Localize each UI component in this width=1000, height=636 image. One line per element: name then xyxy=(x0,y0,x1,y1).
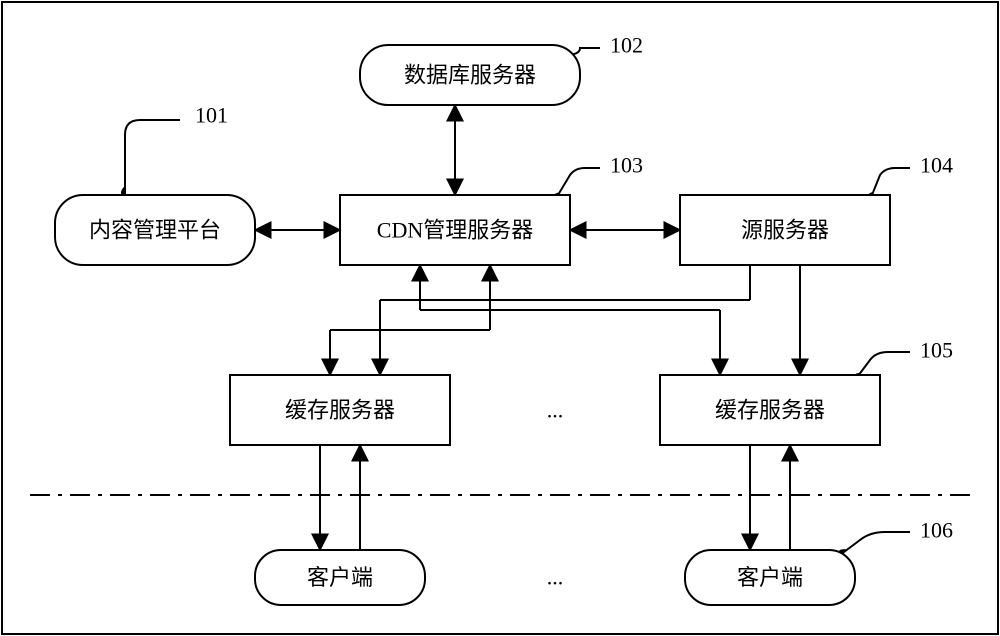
ref-r104: 104 xyxy=(920,153,953,178)
node-label-n106b: 客户端 xyxy=(737,565,803,590)
node-n101: 内容管理平台 xyxy=(55,195,255,265)
node-label-n106a: 客户端 xyxy=(307,565,373,590)
node-n106b: 客户端 xyxy=(685,550,855,605)
ellipsis-0: ... xyxy=(547,398,564,423)
leader-l106 xyxy=(840,532,910,555)
node-label-n103: CDN管理服务器 xyxy=(377,218,533,243)
node-label-n101: 内容管理平台 xyxy=(89,218,221,243)
nodes: 内容管理平台 数据库服务器 CDN管理服务器 源服务器缓存服务器 缓存服务器客户端 客户端 xyxy=(55,45,890,605)
ref-r106: 106 xyxy=(920,518,953,543)
ref-r101: 101 xyxy=(195,103,228,128)
node-n105a: 缓存服务器 xyxy=(230,375,450,445)
node-label-n105a: 缓存服务器 xyxy=(285,398,395,423)
node-label-n102: 数据库服务器 xyxy=(404,63,536,88)
node-n104: 源服务器 xyxy=(680,195,890,265)
ref-labels: 101 102 103 104 105 106 xyxy=(195,33,953,543)
ref-r105: 105 xyxy=(920,338,953,363)
ref-r102: 102 xyxy=(610,33,643,58)
node-label-n104: 源服务器 xyxy=(741,218,829,243)
ellipses: ...... xyxy=(547,398,564,590)
leader-l101 xyxy=(125,120,180,195)
node-n106a: 客户端 xyxy=(255,550,425,605)
node-n102: 数据库服务器 xyxy=(360,45,580,105)
leaders xyxy=(125,48,910,555)
ref-r103: 103 xyxy=(610,153,643,178)
node-label-n105b: 缓存服务器 xyxy=(715,398,825,423)
edges xyxy=(255,105,800,550)
node-n103: CDN管理服务器 xyxy=(340,195,570,265)
node-n105b: 缓存服务器 xyxy=(660,375,880,445)
ellipsis-1: ... xyxy=(547,565,564,590)
